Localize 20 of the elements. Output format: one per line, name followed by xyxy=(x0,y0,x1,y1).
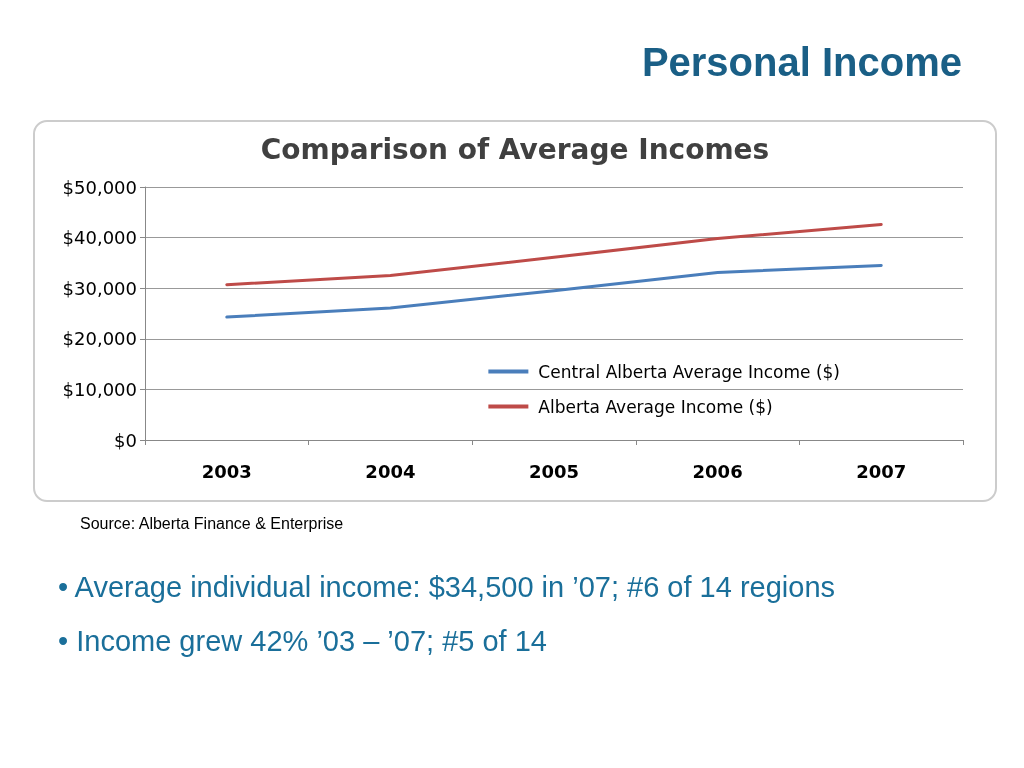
y-tick-label: $0 xyxy=(114,429,137,451)
chart-subtitle: Comparison of Average Incomes xyxy=(260,132,770,166)
x-tick-label: 2005 xyxy=(528,460,580,482)
y-tick-label: $30,000 xyxy=(62,277,137,299)
x-tick-label: 2003 xyxy=(201,460,252,482)
line-series xyxy=(225,263,883,319)
y-tick-label: $40,000 xyxy=(62,227,137,249)
y-tick-label: $10,000 xyxy=(62,378,137,400)
line-series xyxy=(225,222,883,287)
text: • Average individual income: $34,500 in ’07; #6 of 14 regions xyxy=(58,570,836,605)
x-tick-label: 2006 xyxy=(692,460,743,482)
x-tick-label: 2007 xyxy=(856,460,907,482)
y-tick-label: $20,000 xyxy=(62,328,137,350)
legend-label: Alberta Average Income ($) xyxy=(538,396,773,417)
y-tick-label: $50,000 xyxy=(62,176,137,198)
legend-label: Central Alberta Average Income ($) xyxy=(538,361,841,382)
text: • Income grew 42% ’03 – ’07; #5 of 14 xyxy=(58,624,548,659)
x-tick-label: 2004 xyxy=(365,460,416,482)
source-note: Source: Alberta Finance & Enterprise xyxy=(80,515,344,533)
chart-title: Personal Income xyxy=(641,40,962,85)
